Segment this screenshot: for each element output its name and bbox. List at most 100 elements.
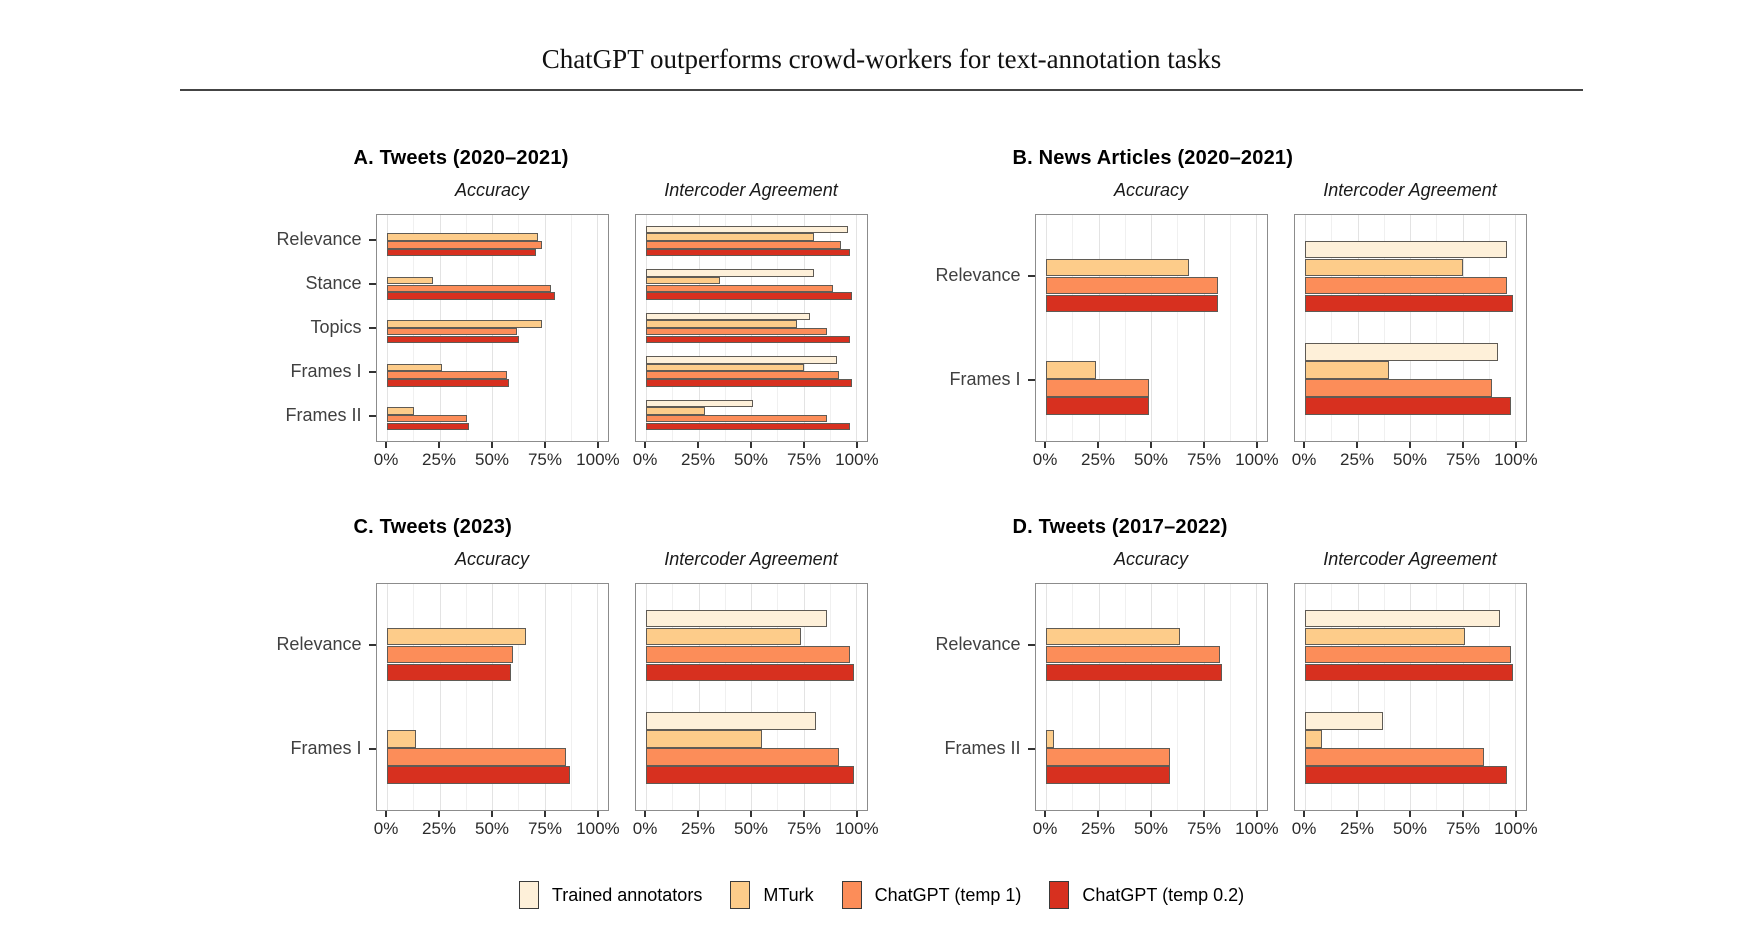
gridline [1203, 584, 1205, 810]
gridline [1256, 215, 1257, 441]
y-tick [368, 283, 376, 286]
bar-chatgpt-temp-1 [646, 284, 833, 292]
bar-group-relevance [1295, 609, 1526, 682]
bar-trained-annotators [646, 609, 827, 628]
bar-mturk [387, 627, 526, 646]
bar-chatgpt-temp-0-2 [646, 422, 850, 430]
bar-chatgpt-temp-0-2 [1046, 766, 1170, 784]
x-tick [438, 811, 441, 817]
gridline [1256, 584, 1257, 810]
x-axis-label: 100% [1494, 450, 1538, 469]
facet-title-accuracy: Accuracy [1113, 180, 1189, 200]
bar-mturk [387, 276, 434, 285]
legend-label: ChatGPT (temp 0.2) [1082, 884, 1245, 905]
gridline [829, 584, 831, 810]
gridline [1305, 215, 1306, 441]
bar-chatgpt-temp-1 [387, 414, 467, 423]
bar-trained-annotators [646, 269, 814, 277]
legend-label: MTurk [763, 884, 814, 905]
x-tick [1409, 442, 1411, 448]
legend-item-chatgpt-temp-1: ChatGPT (temp 1) [841, 881, 1022, 909]
bar-chatgpt-temp-0-2 [646, 663, 854, 682]
bar-chatgpt-temp-0-2 [387, 248, 537, 257]
bar-chatgpt-temp-0-2 [1305, 663, 1513, 682]
x-tick [1356, 811, 1359, 817]
x-axis-label: 25% [1340, 450, 1375, 469]
bar-chatgpt-temp-1 [646, 645, 850, 664]
bar-chatgpt-temp-0-2 [646, 335, 850, 344]
gridline [1383, 215, 1385, 441]
x-axis-label: 100% [1235, 450, 1279, 469]
gridline [1046, 584, 1047, 810]
panel-c-grid: Accuracy Intercoder Agreement Relevance F… [236, 549, 878, 843]
gridline [518, 584, 520, 810]
bar-group-frames-i [1295, 343, 1526, 415]
x-axis-label: 25% [422, 450, 457, 469]
bar-chatgpt-temp-1 [1305, 748, 1484, 766]
bar-group-relevance [377, 226, 608, 257]
gridline [1436, 584, 1438, 810]
x-axis-label: 50% [733, 450, 769, 469]
gridline [803, 584, 805, 810]
bar-chatgpt-temp-1 [387, 748, 566, 766]
gridline [1046, 215, 1047, 441]
bar-chatgpt-temp-0-2 [1305, 294, 1513, 313]
y-tick [368, 644, 376, 647]
facet-title-accuracy: Accuracy [454, 549, 530, 569]
bar-trained-annotators [646, 312, 810, 321]
bar-mturk [1305, 258, 1463, 277]
gridline [570, 584, 572, 810]
x-axis-label: 0% [632, 450, 658, 469]
gridline [544, 584, 546, 810]
bar-trained-annotators [1305, 240, 1507, 259]
x-tick [802, 442, 805, 448]
x-axis-label: 100% [1494, 819, 1538, 838]
gridline [1383, 584, 1385, 810]
x-axis-label: 25% [422, 819, 457, 838]
x-tick [1514, 442, 1517, 448]
bar-mturk [646, 730, 762, 748]
facet-title-intercoder-agreement: Intercoder Agreement [664, 180, 838, 200]
figure-header: ChatGPT outperforms crowd-workers for te… [0, 0, 1763, 91]
x-tick [543, 811, 546, 817]
gridline [1177, 215, 1179, 441]
x-tick [750, 442, 752, 448]
gridline [1331, 215, 1333, 441]
bar-mturk [646, 627, 802, 646]
facet-title-accuracy: Accuracy [1113, 549, 1189, 569]
bar-chatgpt-temp-1 [1305, 379, 1492, 397]
x-axis-label: 75% [1186, 819, 1221, 838]
bar-chatgpt-temp-0-2 [646, 766, 854, 784]
x-tick [385, 811, 388, 817]
gridline [1229, 584, 1231, 810]
x-tick [750, 811, 752, 817]
gridline [597, 215, 598, 441]
bar-mturk [1305, 730, 1322, 748]
legend-label: ChatGPT (temp 1) [874, 884, 1022, 905]
y-axis-labels: Relevance Frames I [895, 214, 1035, 442]
bar-chatgpt-temp-0-2 [1305, 766, 1507, 784]
bar-trained-annotators [646, 712, 817, 731]
gridline [856, 215, 857, 441]
x-axis-label: 0% [1032, 450, 1058, 469]
bar-chatgpt-temp-1 [646, 327, 827, 336]
bar-chatgpt-temp-1 [646, 241, 842, 249]
x-tick [697, 811, 700, 817]
x-axis-label: 0% [373, 819, 399, 838]
gridline [1177, 584, 1179, 810]
x-tick [697, 442, 700, 448]
x-axis-label: 50% [1133, 819, 1169, 838]
bar-mturk [387, 233, 539, 241]
bar-chatgpt-temp-1 [1046, 379, 1149, 397]
bar-mturk [646, 407, 705, 415]
x-axis-label: 100% [576, 450, 620, 469]
gridline [544, 215, 546, 441]
x-tick [855, 811, 858, 817]
bar-chatgpt-temp-1 [387, 645, 513, 664]
x-axis-label: 25% [1081, 819, 1116, 838]
bar-group-stance [377, 269, 608, 300]
bar-group-relevance [636, 225, 867, 257]
bar-chatgpt-temp-0-2 [387, 335, 520, 344]
intercoder-agreement-plot [634, 214, 868, 442]
